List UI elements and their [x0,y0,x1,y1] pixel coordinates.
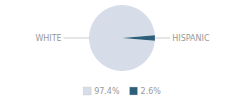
legend-swatch [83,87,91,95]
chart: WHITE HISPANIC 97.4% 2.6% [0,0,240,100]
pie [89,5,155,71]
leader-line [64,38,90,39]
annotations: WHITE HISPANIC [35,34,209,43]
slice-label: HISPANIC [172,34,210,43]
pie-slice [122,35,155,40]
legend-label: 97.4% [94,87,120,96]
legend-item: 97.4% [83,87,120,96]
legend-label: 2.6% [141,87,162,96]
pie-slice [89,5,155,71]
legend: 97.4% 2.6% [83,87,161,96]
legend-swatch [130,87,138,95]
slice-label: WHITE [35,34,61,43]
leader-line [154,38,170,39]
legend-item: 2.6% [130,87,162,96]
